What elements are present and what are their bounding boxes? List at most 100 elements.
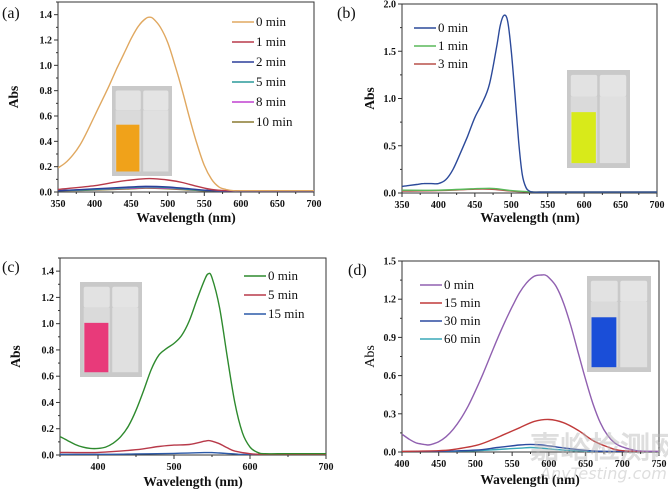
y-tick-label: 0.6 bbox=[40, 112, 53, 123]
y-tick-label: 1.2 bbox=[384, 295, 397, 306]
legend-label: 0 min bbox=[256, 14, 286, 29]
solution-before bbox=[591, 317, 617, 368]
panel-label: (c) bbox=[2, 259, 20, 276]
y-tick-label: 0.0 bbox=[384, 448, 397, 459]
series-line-0-min bbox=[402, 274, 659, 452]
y-tick-label: 0.4 bbox=[42, 398, 55, 409]
x-tick-label: 700 bbox=[307, 199, 322, 210]
vial-cap-right bbox=[112, 286, 139, 308]
y-tick-label: 1.5 bbox=[384, 257, 397, 268]
series-line-0-min bbox=[60, 272, 326, 455]
y-tick-label: 0.0 bbox=[42, 451, 55, 462]
series-line-0-min bbox=[58, 16, 314, 192]
y-tick-label: 1.0 bbox=[384, 94, 397, 105]
legend-label: 1 min bbox=[438, 38, 468, 53]
x-tick-label: 700 bbox=[650, 200, 665, 211]
y-tick-label: 0.9 bbox=[384, 333, 397, 344]
x-tick-label: 550 bbox=[197, 199, 212, 210]
legend: 0 min 1 min 3 min bbox=[414, 20, 468, 71]
x-tick-label: 650 bbox=[613, 200, 628, 211]
solution-before bbox=[84, 322, 109, 373]
y-tick-label: 0.6 bbox=[384, 371, 397, 382]
x-tick-label: 350 bbox=[51, 199, 66, 210]
watermark: 嘉峪检测网 AnyTesting.com bbox=[530, 431, 668, 483]
vial-right bbox=[620, 301, 648, 368]
y-tick-label: 1.4 bbox=[42, 267, 55, 278]
y-tick-label: 1.0 bbox=[40, 61, 53, 72]
y-tick-label: 0.5 bbox=[384, 141, 397, 152]
panel-label: (d) bbox=[348, 262, 367, 279]
legend-label: 30 min bbox=[444, 313, 481, 328]
solution-before bbox=[116, 124, 140, 172]
x-tick-label: 450 bbox=[467, 200, 482, 211]
legend-label: 5 min bbox=[268, 287, 298, 302]
series-group bbox=[402, 14, 657, 193]
watermark-en: AnyTesting.com bbox=[539, 464, 667, 483]
plot-frame bbox=[57, 1, 315, 193]
y-tick-label: 0.2 bbox=[40, 162, 53, 173]
panel-a: 0.0 0.2 0.4 0.6 0.8 1.0 1.2 1.4 350 400 450 500 550 6… bbox=[2, 1, 322, 225]
legend-label: 15 min bbox=[268, 306, 305, 321]
legend: 0 min 15 min 30 min 60 min bbox=[420, 277, 481, 346]
y-tick-label: 0.2 bbox=[42, 424, 55, 435]
vial-cap-left bbox=[83, 286, 110, 308]
legend-label: 2 min bbox=[256, 54, 286, 69]
x-tick-label: 500 bbox=[160, 199, 175, 210]
x-tick-label: 600 bbox=[541, 459, 556, 470]
series-line-15-min bbox=[60, 451, 326, 455]
x-tick-label: 650 bbox=[270, 199, 285, 210]
panel-d: 0.0 0.3 0.6 0.9 1.2 1.5 400 450 500 550 600 650 700 7… bbox=[348, 257, 667, 488]
x-axis-title: Wavelength (nm) bbox=[480, 210, 579, 225]
legend: 0 min 1 min 2 min 5 min 8 min 10 min bbox=[232, 14, 293, 129]
series-line-5-min bbox=[60, 439, 326, 455]
inset-photo bbox=[80, 282, 142, 377]
inset-photo bbox=[567, 70, 630, 168]
legend-label: 15 min bbox=[444, 295, 481, 310]
y-axis-title: Abs bbox=[363, 345, 378, 368]
legend-label: 3 min bbox=[438, 56, 468, 71]
x-tick-label: 550 bbox=[505, 459, 520, 470]
x-tick-label: 600 bbox=[577, 200, 592, 211]
series-group bbox=[402, 274, 659, 452]
vial-cap-right bbox=[143, 90, 169, 111]
x-tick-label: 700 bbox=[615, 459, 630, 470]
legend-label: 0 min bbox=[268, 268, 298, 283]
panel-b: 0.0 0.5 1.0 1.5 2.0 350 400 450 500 550 600 650 700 0… bbox=[337, 0, 665, 225]
vial-cap-left bbox=[590, 280, 618, 302]
y-tick-label: 0.0 bbox=[384, 189, 397, 200]
vial-right bbox=[599, 96, 627, 164]
y-tick-label: 0.4 bbox=[40, 137, 53, 148]
legend-label: 0 min bbox=[438, 20, 468, 35]
x-tick-label: 500 bbox=[468, 459, 483, 470]
legend-label: 1 min bbox=[256, 34, 286, 49]
x-tick-label: 400 bbox=[87, 199, 102, 210]
y-tick-label: 0.6 bbox=[42, 372, 55, 383]
x-tick-label: 550 bbox=[540, 200, 555, 211]
y-tick-label: 1.5 bbox=[384, 47, 397, 58]
vial-right bbox=[143, 110, 169, 172]
y-tick-label: 2.0 bbox=[384, 0, 397, 11]
legend-label: 5 min bbox=[256, 74, 286, 89]
legend: 0 min 5 min 15 min bbox=[244, 268, 305, 321]
y-tick-label: 1.2 bbox=[40, 36, 53, 47]
y-tick-label: 0.8 bbox=[42, 345, 55, 356]
x-tick-label: 450 bbox=[431, 459, 446, 470]
series-group bbox=[58, 16, 314, 192]
x-tick-label: 600 bbox=[243, 462, 258, 473]
inset-photo bbox=[587, 276, 651, 372]
legend-label: 10 min bbox=[256, 114, 293, 129]
y-axis-title: Abs bbox=[8, 345, 23, 368]
x-tick-label: 450 bbox=[124, 199, 139, 210]
x-tick-label: 400 bbox=[395, 459, 410, 470]
vial-right bbox=[112, 307, 139, 373]
vial-cap-right bbox=[620, 280, 648, 302]
series-line-30-min bbox=[402, 443, 659, 452]
panel-c: 0.0 0.2 0.4 0.6 0.8 1.0 1.2 1.4 400 500 600 700 0 mi… bbox=[2, 257, 334, 489]
inset-photo bbox=[112, 86, 172, 176]
x-tick-label: 350 bbox=[395, 200, 410, 211]
y-tick-label: 0.8 bbox=[40, 86, 53, 97]
x-tick-label: 750 bbox=[652, 459, 667, 470]
vial-cap-left bbox=[570, 74, 598, 97]
x-axis-title: Wavelength (nm) bbox=[480, 472, 579, 487]
